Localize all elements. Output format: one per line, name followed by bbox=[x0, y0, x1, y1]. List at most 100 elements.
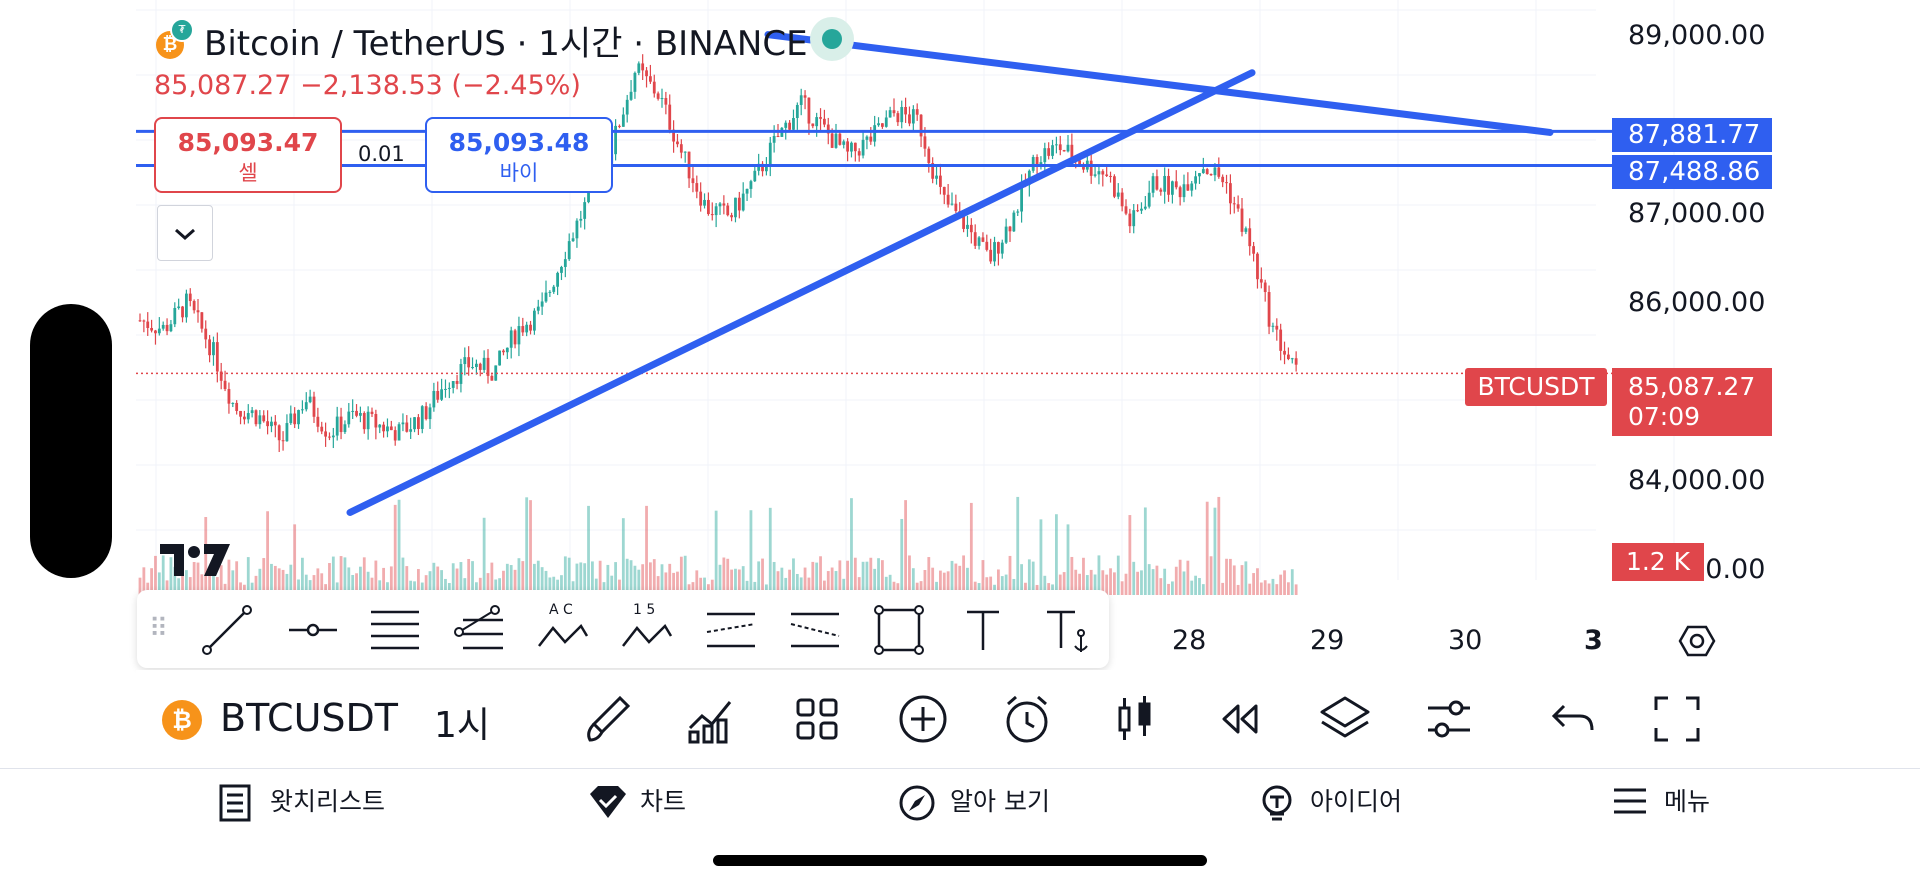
settings-sliders-icon[interactable] bbox=[1422, 692, 1476, 746]
volume-bar bbox=[834, 571, 838, 595]
tradingview-logo bbox=[160, 544, 230, 576]
symbol-selector[interactable]: BTCUSDT bbox=[220, 696, 398, 740]
price-axis-label: 86,000.00 bbox=[1628, 287, 1766, 318]
candle-body bbox=[243, 416, 246, 420]
buy-button[interactable]: 85,093.48 바이 bbox=[425, 117, 613, 193]
volume-bar bbox=[502, 570, 505, 595]
candle-body bbox=[389, 426, 393, 431]
candle-body bbox=[1120, 192, 1124, 207]
side-handle[interactable] bbox=[30, 304, 112, 578]
candle-body bbox=[316, 416, 320, 427]
volume-bar bbox=[1116, 555, 1120, 595]
text-icon[interactable] bbox=[955, 602, 1011, 658]
replay-icon[interactable] bbox=[1212, 692, 1266, 746]
volume-bar bbox=[335, 582, 339, 595]
candle-body bbox=[1058, 144, 1062, 151]
price-chart[interactable] bbox=[136, 0, 1784, 595]
volume-bar bbox=[707, 584, 710, 595]
candle-body bbox=[772, 135, 776, 143]
volume-bar bbox=[1213, 507, 1217, 595]
volume-bar bbox=[1031, 561, 1035, 595]
rectangle-icon[interactable] bbox=[871, 602, 927, 658]
candle-body bbox=[707, 199, 710, 215]
volume-bar bbox=[621, 518, 625, 595]
symbol-title[interactable]: Bitcoin / TetherUS · 1시간 · BINANCE bbox=[204, 24, 808, 64]
layouts-icon[interactable] bbox=[790, 692, 844, 746]
candle-body bbox=[830, 133, 834, 148]
candle-body bbox=[826, 124, 830, 134]
volume-bar bbox=[753, 581, 757, 595]
horizontal-ray-icon[interactable] bbox=[285, 602, 341, 658]
anchored-text-icon[interactable] bbox=[1039, 602, 1095, 658]
sell-button[interactable]: 85,093.47 셀 bbox=[154, 117, 342, 193]
volume-bar bbox=[262, 558, 266, 595]
drag-handle-icon[interactable]: ⠿ bbox=[149, 614, 169, 644]
candle-body bbox=[896, 113, 900, 123]
volume-bar bbox=[343, 557, 347, 595]
indicators-icon[interactable] bbox=[684, 692, 738, 746]
candle-body bbox=[954, 203, 958, 212]
nav-label: 차트 bbox=[640, 787, 687, 816]
candle-body bbox=[215, 342, 219, 372]
candle-body bbox=[788, 122, 791, 130]
horizontal-line-price-tag[interactable]: 87,881.77 bbox=[1612, 118, 1772, 152]
time-axis-label: 29 bbox=[1310, 625, 1345, 656]
candle-body bbox=[1229, 183, 1232, 204]
volume-bar bbox=[444, 578, 447, 595]
fullscreen-icon[interactable] bbox=[1650, 692, 1704, 746]
candle-body bbox=[645, 70, 648, 77]
undo-icon[interactable] bbox=[1546, 692, 1600, 746]
current-symbol-tag: BTCUSDT bbox=[1465, 368, 1607, 406]
candle-body bbox=[1020, 183, 1023, 212]
trend-line-icon[interactable] bbox=[199, 602, 255, 658]
alert-icon[interactable] bbox=[1000, 692, 1054, 746]
volume-bar bbox=[1051, 584, 1054, 595]
parallel-channel-icon[interactable] bbox=[367, 602, 423, 658]
volume-bar bbox=[807, 577, 811, 595]
volume-bar bbox=[366, 571, 370, 595]
candle-body bbox=[521, 326, 525, 333]
abcd-pattern-icon[interactable]: A C bbox=[535, 602, 591, 658]
volume-bar bbox=[459, 562, 463, 595]
chart-area[interactable] bbox=[136, 0, 1784, 595]
collapse-chevron-button[interactable] bbox=[157, 205, 213, 261]
short-position-icon[interactable] bbox=[787, 602, 843, 658]
market-open-indicator[interactable] bbox=[810, 17, 854, 61]
volume-bar bbox=[215, 577, 219, 595]
horizontal-line-price-tag[interactable]: 87,488.86 bbox=[1612, 155, 1772, 189]
volume-bar bbox=[428, 571, 432, 595]
candle-body bbox=[525, 324, 529, 333]
volume-bar bbox=[703, 577, 706, 595]
candle-body bbox=[1287, 354, 1290, 360]
volume-bar bbox=[277, 568, 281, 595]
interval-selector[interactable]: 1시 bbox=[434, 705, 491, 746]
brush-icon[interactable] bbox=[580, 692, 634, 746]
volume-bar bbox=[1105, 574, 1109, 595]
volume-bar bbox=[401, 557, 405, 595]
elliott-wave-icon[interactable]: 1 5 bbox=[619, 602, 675, 658]
volume-bar bbox=[1020, 564, 1023, 595]
layers-icon[interactable] bbox=[1318, 692, 1372, 746]
volume-bar bbox=[246, 557, 250, 595]
candle-body bbox=[757, 163, 761, 171]
candle-body bbox=[509, 330, 513, 348]
candle-body bbox=[737, 197, 741, 211]
volume-bar bbox=[776, 571, 780, 595]
volume-bar bbox=[235, 561, 239, 595]
candle-body bbox=[652, 81, 656, 94]
candle-body bbox=[1151, 176, 1155, 193]
volume-bar bbox=[243, 584, 246, 595]
candle-body bbox=[447, 387, 451, 389]
volume-bar bbox=[505, 563, 509, 595]
chart-icon bbox=[590, 786, 626, 818]
chart-settings-icon[interactable] bbox=[1678, 624, 1716, 658]
nav-label: 아이디어 bbox=[1310, 787, 1403, 816]
fib-retracement-icon[interactable] bbox=[451, 602, 507, 658]
candles-icon[interactable] bbox=[1108, 692, 1162, 746]
candle-body bbox=[997, 242, 1000, 254]
volume-bar bbox=[846, 560, 849, 595]
long-position-icon[interactable] bbox=[703, 602, 759, 658]
add-icon[interactable] bbox=[896, 692, 950, 746]
volume-bar bbox=[316, 568, 320, 595]
volume-bar bbox=[420, 582, 424, 595]
